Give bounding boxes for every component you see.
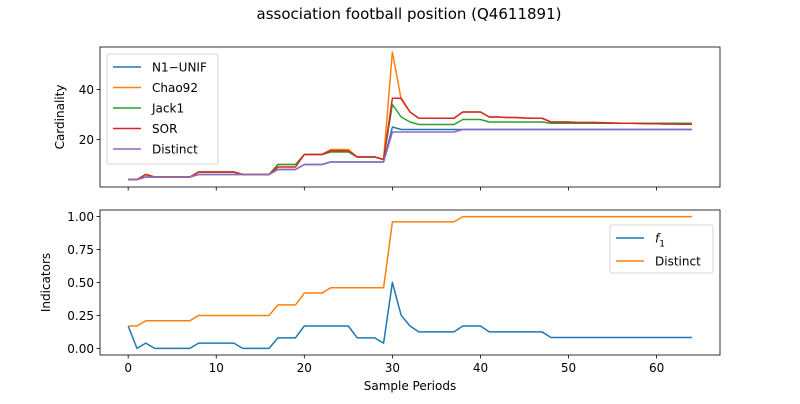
legend-label: Jack1 xyxy=(151,102,184,116)
indicators-panel: 0 10 20 30 40 50 60 0.00 0.25 0.50 0.75 1.00 Indicat… xyxy=(39,209,721,393)
y-tick-label: 0.75 xyxy=(67,243,94,257)
legend-label: SOR xyxy=(152,122,177,136)
x-tick-label: 20 xyxy=(297,361,312,375)
cardinality-panel: 20 40 Cardinality N1−UNIF Chao92 Jack1 SOR Dist… xyxy=(53,46,721,191)
legend-label: f1 xyxy=(655,232,665,250)
y-tick-label: 40 xyxy=(79,83,94,97)
x-tick-label: 0 xyxy=(124,361,132,375)
series-line-0-4 xyxy=(128,128,692,181)
series-line-0-3 xyxy=(128,97,692,181)
legend-label: N1−UNIF xyxy=(152,61,207,75)
legend: f1 Distinct xyxy=(609,224,714,274)
y-tick-label: 0.00 xyxy=(67,342,94,356)
x-tick-label: 50 xyxy=(561,361,576,375)
legend-label: Distinct xyxy=(152,143,198,157)
legend-label: Chao92 xyxy=(152,81,198,95)
y-tick-label: 0.25 xyxy=(67,309,94,323)
y-tick-label: 1.00 xyxy=(67,210,94,224)
y-axis-label: Indicators xyxy=(39,253,53,312)
axes-frame xyxy=(99,46,721,188)
x-tick-label: 10 xyxy=(209,361,224,375)
x-tick-label: 60 xyxy=(649,361,664,375)
series-line-1-0 xyxy=(127,281,692,350)
x-tick-label: 30 xyxy=(385,361,400,375)
series-line-1-1 xyxy=(128,215,692,327)
x-axis-label: Sample Periods xyxy=(364,379,456,393)
x-tick-label: 40 xyxy=(473,361,488,375)
y-axis-label: Cardinality xyxy=(53,85,67,150)
y-tick-label: 20 xyxy=(79,133,94,147)
y-tick-label: 0.50 xyxy=(67,276,94,290)
legend-label: Distinct xyxy=(655,255,701,269)
chart-title: association football position (Q4611891) xyxy=(257,5,562,23)
legend: N1−UNIF Chao92 Jack1 SOR Distinct xyxy=(106,53,219,165)
